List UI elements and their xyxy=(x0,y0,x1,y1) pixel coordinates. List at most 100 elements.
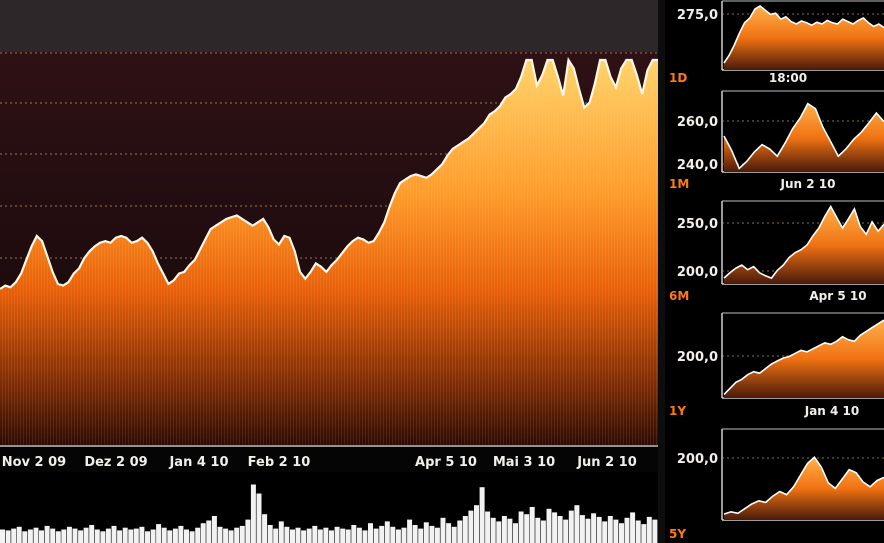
main-chart-top-bar xyxy=(0,0,658,52)
thumbnail-price-line xyxy=(723,319,884,396)
thumbnail-p1d[interactable]: 275,0 18:00 1D xyxy=(665,0,884,86)
volume-bar xyxy=(345,529,351,543)
thumbnail-price-area xyxy=(724,320,884,398)
volume-bar xyxy=(513,523,518,543)
volume-bar xyxy=(139,526,145,543)
thumbnail-y-tick-label: 260,0 xyxy=(677,115,718,130)
volume-bar xyxy=(223,528,229,543)
volume-bar xyxy=(78,530,84,543)
thumbnail-y-tick-label: 200,0 xyxy=(677,265,718,280)
volume-bar xyxy=(100,531,106,543)
volume-bar xyxy=(485,511,491,543)
volume-bar xyxy=(368,523,373,543)
thumbnail-x-tick-label: Apr 5 10 xyxy=(809,289,866,303)
volume-bar xyxy=(535,517,541,543)
volume-bar xyxy=(434,527,440,543)
thumbnail-p6m[interactable]: 250,0 200,0 Apr 5 10 6M xyxy=(665,200,884,305)
volume-bar xyxy=(630,512,636,543)
volume-bar xyxy=(61,529,67,543)
volume-bar xyxy=(234,527,240,543)
volume-bar xyxy=(362,530,368,543)
volume-bar xyxy=(150,529,156,543)
volume-bar xyxy=(552,512,558,543)
volume-bar xyxy=(184,529,189,543)
main-price-area-texture xyxy=(0,60,658,445)
x-tick-label: Jun 2 10 xyxy=(576,455,637,470)
panel-separator xyxy=(658,0,665,543)
volume-bar xyxy=(596,516,602,543)
thumbnail-p1m[interactable]: 260,0 240,0 Jun 2 10 1M xyxy=(665,90,884,196)
volume-bar xyxy=(356,527,362,543)
thumbnail-x-tick-label: Jun 2 10 xyxy=(780,177,836,191)
volume-bar xyxy=(540,520,546,543)
volume-bar xyxy=(133,528,139,543)
volume-bar xyxy=(585,518,591,543)
volume-bar xyxy=(239,525,245,543)
volume-bar xyxy=(178,525,184,543)
volume-bar xyxy=(156,524,162,543)
period-label-p1m[interactable]: 1M xyxy=(669,177,689,191)
volume-bar xyxy=(105,528,111,543)
volume-bar xyxy=(401,527,407,543)
volume-bar xyxy=(245,519,251,543)
thumbnail-bg xyxy=(665,90,884,196)
volume-bar xyxy=(195,527,201,543)
volume-bar xyxy=(66,526,72,543)
volume-bar xyxy=(50,528,56,543)
volume-bar xyxy=(317,529,323,543)
volume-bar xyxy=(189,531,195,543)
volume-bar xyxy=(418,528,424,543)
volume-bar xyxy=(395,529,401,543)
volume-bar xyxy=(652,519,658,543)
period-label-p1y[interactable]: 1Y xyxy=(669,404,686,418)
volume-bar xyxy=(602,521,608,543)
volume-bar xyxy=(206,520,212,543)
volume-bar xyxy=(5,530,11,543)
volume-bar xyxy=(390,526,396,543)
thumbnail-y-tick-label: 200,0 xyxy=(677,350,718,365)
volume-bar xyxy=(262,514,268,543)
thumbnail-x-tick-label: Jan 4 10 xyxy=(804,404,860,418)
x-tick-label: Nov 2 09 xyxy=(2,455,66,470)
thumbnail-price-area xyxy=(724,103,884,172)
thumbnail-price-line xyxy=(723,102,884,170)
volume-bar xyxy=(579,515,585,543)
volume-bar xyxy=(329,530,334,543)
volume-bar xyxy=(323,527,329,543)
volume-bar xyxy=(111,525,117,543)
volume-bar xyxy=(267,525,273,543)
volume-bar xyxy=(200,523,206,543)
thumbnail-p1y[interactable]: 200,0 Jan 4 10 1Y xyxy=(665,312,884,422)
x-tick-label: Feb 2 10 xyxy=(248,455,311,470)
volume-bar xyxy=(0,529,5,543)
volume-bar xyxy=(524,514,530,543)
thumbnail-y-tick-label: 200,0 xyxy=(677,452,718,467)
volume-bar xyxy=(613,519,619,543)
thumbnail-y-tick-label: 250,0 xyxy=(677,217,718,232)
volume-bar xyxy=(16,526,22,543)
main-x-axis-band xyxy=(0,447,658,472)
period-label-p1d[interactable]: 1D xyxy=(669,71,687,85)
period-label-p6m[interactable]: 6M xyxy=(669,289,689,303)
volume-bar xyxy=(273,528,279,543)
volume-bar xyxy=(496,521,502,543)
volume-bar xyxy=(619,523,624,543)
volume-bar xyxy=(351,525,357,543)
volume-bar xyxy=(228,530,234,543)
period-label-p5y[interactable]: 5Y xyxy=(669,527,686,541)
thumbnail-price-line xyxy=(723,455,884,515)
x-tick-label: Dez 2 09 xyxy=(84,455,147,470)
volume-bar xyxy=(122,527,128,543)
volume-bar xyxy=(451,526,457,543)
volume-bar xyxy=(468,510,474,543)
main-x-tick-labels: Nov 2 09 Dez 2 09 Jan 4 10 Feb 2 10 Apr 5 10… xyxy=(2,455,637,470)
thumbnail-p5y[interactable]: 200,0 5Y xyxy=(665,428,884,543)
thumbnail-y-tick-label: 275,0 xyxy=(677,8,718,23)
volume-bar xyxy=(490,517,496,543)
volume-bar xyxy=(624,517,630,543)
volume-bar xyxy=(412,525,418,543)
volume-bar xyxy=(301,530,307,543)
volume-bar xyxy=(474,505,479,543)
volume-bar xyxy=(407,519,413,543)
